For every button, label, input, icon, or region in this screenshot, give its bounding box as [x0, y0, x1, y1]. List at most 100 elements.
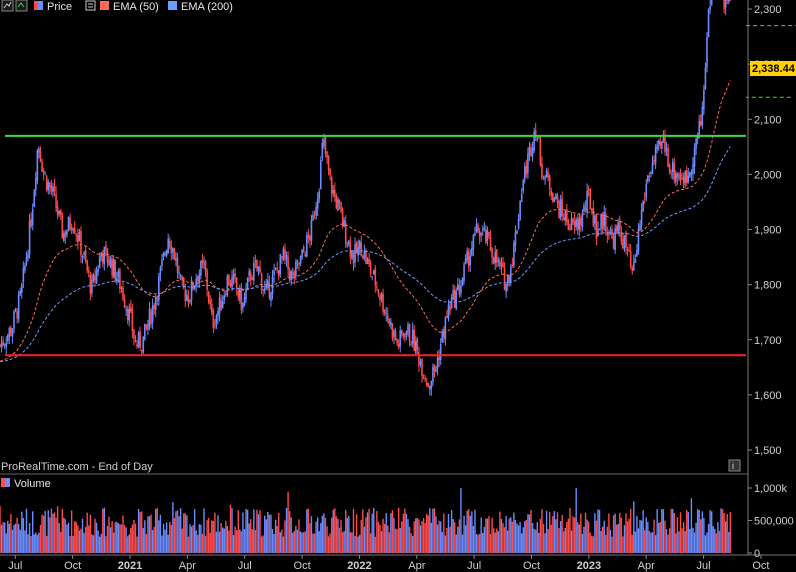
candle-body	[485, 230, 487, 243]
candle-body	[41, 161, 43, 172]
candle-body	[471, 248, 473, 256]
candle-body	[195, 278, 198, 286]
candle-body	[664, 136, 666, 152]
candle-body	[187, 296, 190, 303]
candle-body	[341, 208, 344, 227]
candle-body	[243, 297, 246, 306]
candle-body	[14, 308, 17, 311]
candle-body	[586, 190, 588, 212]
candle-body	[528, 146, 531, 155]
ema200-legend-label[interactable]: EMA (200)	[181, 1, 233, 13]
candle-body	[411, 330, 414, 344]
time-axis-ticks: Jul Oct 2021 Apr Jul Oct 2022 Apr Jul Oct 2023 Apr J…	[8, 555, 770, 572]
time-tick-label: Oct	[523, 560, 540, 572]
candle-body	[458, 284, 461, 295]
candle-body	[668, 164, 671, 173]
candle-body	[516, 230, 518, 234]
candle-body	[418, 351, 420, 366]
candle-body	[463, 264, 465, 281]
candle-body	[140, 349, 143, 351]
candle-body	[380, 293, 383, 300]
volume-tick-label: 500,000	[754, 516, 794, 528]
candle-body	[346, 244, 349, 246]
candle-body	[262, 289, 264, 291]
candle-body	[432, 367, 434, 382]
candle-body	[690, 172, 693, 175]
candle-body	[78, 232, 81, 241]
candle-body	[461, 277, 464, 286]
candle-body	[653, 159, 655, 162]
candle-body	[139, 331, 141, 348]
undo-icon[interactable]	[15, 0, 28, 12]
candle-body	[251, 277, 254, 281]
price-legend-label[interactable]: Price	[47, 1, 72, 13]
price-tick-label: 2,300	[754, 4, 782, 16]
info-icon[interactable]	[728, 459, 741, 472]
candle-body	[355, 242, 358, 254]
candle-body	[695, 139, 697, 149]
candle-body	[469, 255, 472, 266]
candle-body	[69, 217, 71, 229]
candle-body	[167, 238, 169, 253]
candle-body	[673, 163, 676, 180]
candle-body	[239, 287, 241, 300]
candle-body	[385, 313, 387, 315]
time-tick-label: Oct	[752, 560, 769, 572]
candle-body	[30, 219, 32, 227]
candle-body	[564, 211, 567, 221]
candle-body	[538, 137, 540, 139]
candle-body	[553, 198, 556, 202]
candle-body	[242, 303, 244, 308]
candle-body	[232, 274, 235, 280]
candle-body	[573, 221, 576, 227]
undo-icon-glyph	[17, 2, 25, 8]
candle-body	[128, 308, 131, 321]
candle-body	[590, 209, 593, 211]
candle-body	[499, 261, 501, 266]
candle-body	[481, 229, 484, 231]
candle-body	[249, 272, 252, 280]
candle-body	[583, 205, 585, 212]
candle-body	[290, 271, 293, 280]
candle-body	[643, 198, 646, 200]
candle-body	[430, 380, 433, 389]
candle-body	[246, 277, 249, 289]
candle-body	[338, 199, 341, 204]
candle-body	[0, 344, 1, 346]
candle-body	[657, 141, 660, 145]
zoom-icon[interactable]	[1, 0, 14, 12]
candle-body	[10, 327, 12, 336]
volume-legend-label[interactable]: Volume	[14, 478, 51, 490]
candle-body	[89, 274, 92, 294]
candle-body	[580, 217, 582, 225]
price-plot	[0, 0, 796, 396]
candle-body	[667, 148, 669, 168]
candle-body	[321, 142, 324, 158]
candle-body	[685, 170, 688, 184]
candle-body	[390, 321, 392, 325]
candle-body	[598, 229, 601, 231]
candle-body	[453, 289, 456, 308]
candle-body	[168, 241, 171, 247]
candle-body	[0, 342, 3, 348]
candle-body	[508, 275, 511, 282]
candle-body	[97, 268, 99, 272]
candle-body	[337, 199, 339, 211]
candle-body	[293, 271, 296, 278]
candle-body	[455, 290, 458, 309]
candle-body	[555, 194, 557, 200]
ema50-legend-label[interactable]: EMA (50)	[113, 1, 159, 13]
candle-body	[38, 148, 40, 153]
price-tick-label: 1,700	[754, 335, 782, 347]
candle-body	[330, 177, 333, 195]
candle-body	[542, 178, 545, 180]
candle-body	[527, 153, 529, 173]
candle-body	[310, 220, 313, 242]
candle-body	[648, 176, 651, 178]
candle-body	[637, 228, 640, 252]
candle-body	[665, 147, 668, 151]
candle-body	[547, 173, 549, 179]
candle-body	[548, 175, 551, 190]
ema50-settings-icon[interactable]	[85, 0, 96, 11]
